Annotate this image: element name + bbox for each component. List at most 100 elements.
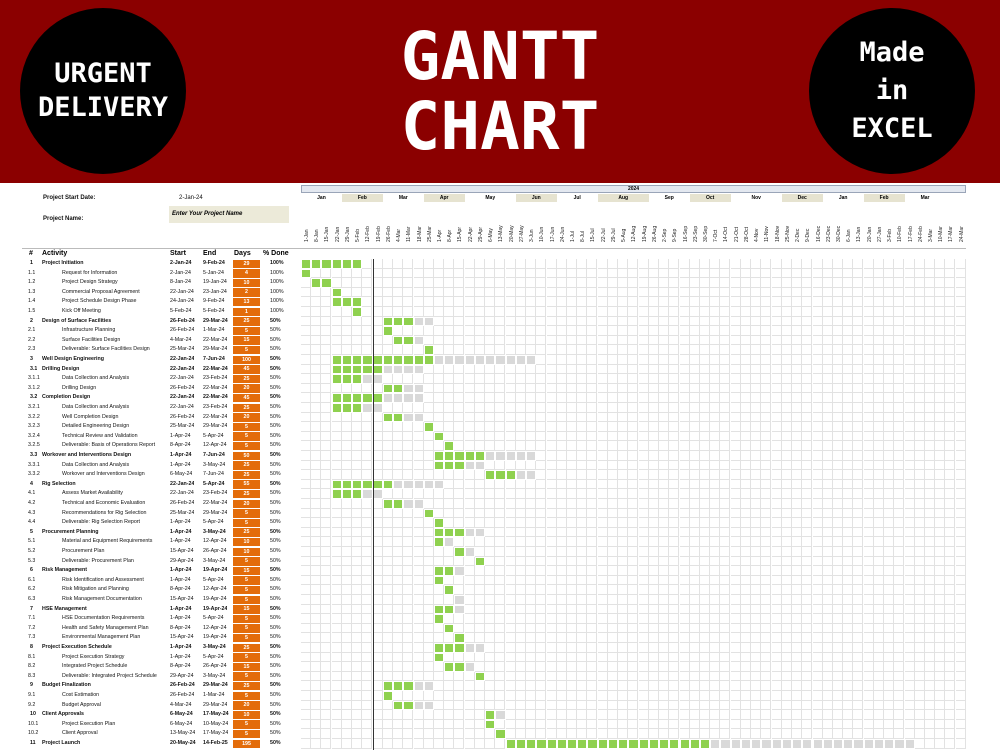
gantt-bar-done <box>352 403 363 413</box>
grid-cell <box>505 691 516 701</box>
task-end: 5-Apr-24 <box>203 653 224 660</box>
grid-cell <box>648 383 659 394</box>
table-row[interactable]: 2 Design of Surface Facilities 26-Feb-24 29… <box>22 317 966 327</box>
grid-cell <box>792 287 803 298</box>
grid-cell <box>945 662 956 672</box>
grid-cell <box>669 345 680 355</box>
table-row[interactable]: 5.2 Procurement Plan 15-Apr-24 26-Apr-24 50%… <box>22 547 966 557</box>
table-row[interactable]: 7.1 HSE Documentation Requirements 1-Apr-2… <box>22 614 966 624</box>
table-row[interactable]: 10.2 Client Approval 13-May-24 17-May-24 50%… <box>22 729 966 739</box>
gantt-bar-remaining <box>792 739 803 749</box>
table-row[interactable]: 3.2.1 Data Collection and Analysis 22-Jan-… <box>22 403 966 413</box>
table-row[interactable]: 10.1 Project Execution Plan 6-May-24 10-May… <box>22 720 966 730</box>
table-row[interactable]: 2.1 Infrastructure Planning 26-Feb-24 1-Mar… <box>22 326 966 336</box>
table-row[interactable]: 9.2 Budget Approval 4-Mar-24 29-Mar-24 50% 20 <box>22 701 966 711</box>
gantt-bar-remaining <box>403 499 414 509</box>
table-row[interactable]: 8.3 Deliverable: Integrated Project Sched… <box>22 672 966 682</box>
table-row[interactable]: 7 HSE Management 1-Apr-24 19-Apr-24 50% 15 <box>22 605 966 615</box>
grid-cell <box>321 345 332 355</box>
table-row[interactable]: 1.4 Project Schedule Design Phase 24-Jan-2… <box>22 297 966 307</box>
grid-cell <box>352 316 363 327</box>
table-row[interactable]: 6.2 Risk Mitigation and Planning 8-Apr-24 1… <box>22 585 966 595</box>
table-row[interactable]: 4 Rig Selection 22-Jan-24 5-Apr-24 50% 55 <box>22 480 966 490</box>
grid-cell <box>925 287 936 298</box>
table-row[interactable]: 4.3 Recommendations for Rig Selection 25-M… <box>22 509 966 519</box>
grid-cell <box>863 431 874 442</box>
table-row[interactable]: 4.1 Assess Market Availability 22-Jan-24 23… <box>22 489 966 499</box>
table-row[interactable]: 3.3.1 Data Collection and Analysis 1-Apr-2… <box>22 461 966 471</box>
task-start: 22-Jan-24 <box>170 356 195 362</box>
grid-cell <box>423 652 434 663</box>
grid-cell <box>607 355 618 365</box>
grid-cell <box>587 604 598 615</box>
grid-cell <box>464 518 475 528</box>
gantt-bar-done <box>433 537 445 547</box>
table-row[interactable]: 9.1 Cost Estimation 26-Feb-24 1-Mar-24 50% 5 <box>22 691 966 701</box>
table-row[interactable]: 3.1.1 Data Collection and Analysis 22-Jan-… <box>22 374 966 384</box>
table-row[interactable]: 11 Project Launch 20-May-24 14-Feb-25 50% 195 <box>22 739 966 749</box>
table-row[interactable]: 3.3.2 Workover and Interventions Design 6-… <box>22 470 966 480</box>
table-row[interactable]: 5.3 Deliverable: Procurement Plan 29-Apr-2… <box>22 557 966 567</box>
table-row[interactable]: 9 Budget Finalization 26-Feb-24 29-Mar-24 50… <box>22 681 966 691</box>
grid-cell <box>474 403 485 413</box>
grid-cell <box>546 537 557 547</box>
table-row[interactable]: 2.2 Surface Facilities Design 4-Mar-24 22-M… <box>22 336 966 346</box>
table-row[interactable]: 3 Well Design Engineering 22-Jan-24 7-Jun-2… <box>22 355 966 365</box>
table-row[interactable]: 1.2 Project Design Strategy 8-Jan-24 19-Jan… <box>22 278 966 288</box>
table-row[interactable]: 3.2.5 Deliverable: Basis of Operations Re… <box>22 441 966 451</box>
table-row[interactable]: 4.2 Technical and Economic Evaluation 26-F… <box>22 499 966 509</box>
table-row[interactable]: 3.2.3 Detailed Engineering Design 25-Mar-2… <box>22 422 966 432</box>
table-row[interactable]: 8.2 Integrated Project Schedule 8-Apr-24 26… <box>22 662 966 672</box>
grid-cell <box>710 489 721 499</box>
grid-cell <box>403 345 414 355</box>
project-name-input[interactable]: Enter Your Project Name <box>169 206 289 223</box>
grid-cell <box>638 297 649 307</box>
table-row[interactable]: 1.5 Kick Off Meeting 5-Feb-24 5-Feb-24 100% 1 <box>22 307 966 317</box>
table-row[interactable]: 1.1 Request for Information 2-Jan-24 5-Jan-… <box>22 269 966 279</box>
grid-cell <box>433 662 444 672</box>
grid-cell <box>485 278 496 288</box>
grid-cell <box>781 700 792 711</box>
grid-cell <box>792 441 803 451</box>
table-row[interactable]: 3.3 Workover and Interventions Design 1-Ap… <box>22 451 966 461</box>
table-row[interactable]: 6 Risk Management 1-Apr-24 19-Apr-24 50% 15 <box>22 566 966 576</box>
table-row[interactable]: 8 Project Execution Schedule 1-Apr-24 3-May… <box>22 643 966 653</box>
table-header: # Activity Start End Days % Done <box>22 249 298 259</box>
table-row[interactable]: 4.4 Deliverable: Rig Selection Report 1-Ap… <box>22 518 966 528</box>
table-row[interactable]: 6.3 Risk Management Documentation 15-Apr-2… <box>22 595 966 605</box>
task-activity: HSE Documentation Requirements <box>62 615 145 622</box>
table-row[interactable]: 7.2 Health and Safety Management Plan 8-Ap… <box>22 624 966 634</box>
table-row[interactable]: 10 Client Approvals 6-May-24 17-May-24 50% 10 <box>22 710 966 720</box>
grid-cell <box>679 662 690 672</box>
grid-cell <box>372 595 383 605</box>
table-row[interactable]: 3.1.2 Drilling Design 26-Feb-24 22-Mar-24 50… <box>22 384 966 394</box>
table-row[interactable]: 3.1 Drilling Design 22-Jan-24 22-Mar-24 50% 4… <box>22 365 966 375</box>
table-row[interactable]: 7.3 Environmental Management Plan 15-Apr-2… <box>22 633 966 643</box>
grid-cell <box>853 383 864 394</box>
table-row[interactable]: 8.1 Project Execution Strategy 1-Apr-24 5-A… <box>22 653 966 663</box>
grid-cell <box>362 451 373 461</box>
table-row[interactable]: 6.1 Risk Identification and Assessment 1-A… <box>22 576 966 586</box>
table-row[interactable]: 3.2.4 Technical Review and Validation 1-Ap… <box>22 432 966 442</box>
grid-cell <box>812 719 823 730</box>
task-end: 3-May-24 <box>203 557 226 564</box>
start-date-value[interactable]: 2-Jan-24 <box>179 195 203 201</box>
table-row[interactable]: 1 Project Initiation 2-Jan-24 9-Feb-24 100% 2… <box>22 259 966 269</box>
table-row[interactable]: 3.2.2 Well Completion Design 26-Feb-24 22-M… <box>22 413 966 423</box>
grid-cell <box>914 393 925 403</box>
grid-cell <box>311 681 322 691</box>
grid-cell <box>802 518 813 528</box>
table-row[interactable]: 1.3 Commercial Proposal Agreement 22-Jan-2… <box>22 288 966 298</box>
table-row[interactable]: 5 Procurement Planning 1-Apr-24 3-May-24 50%… <box>22 528 966 538</box>
grid-cell <box>464 566 475 576</box>
table-row[interactable]: 2.3 Deliverable: Surface Facilities Desig… <box>22 345 966 355</box>
grid-cell <box>659 527 670 538</box>
grid-cell <box>853 479 864 490</box>
table-row[interactable]: 3.2 Completion Design 22-Jan-24 22-Mar-24 50… <box>22 393 966 403</box>
grid-cell <box>454 499 465 509</box>
grid-cell <box>904 393 915 403</box>
table-row[interactable]: 5.1 Material and Equipment Requirements 1-… <box>22 537 966 547</box>
grid-cell <box>945 316 956 327</box>
grid-cell <box>689 307 700 317</box>
grid-cell <box>710 633 721 643</box>
